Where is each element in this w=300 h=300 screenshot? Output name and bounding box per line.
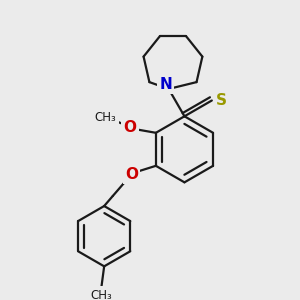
Text: S: S	[216, 93, 227, 108]
Text: O: O	[125, 167, 138, 182]
Text: CH₃: CH₃	[90, 289, 112, 300]
Text: N: N	[159, 77, 172, 92]
Text: O: O	[124, 120, 136, 135]
Text: CH₃: CH₃	[95, 110, 116, 124]
